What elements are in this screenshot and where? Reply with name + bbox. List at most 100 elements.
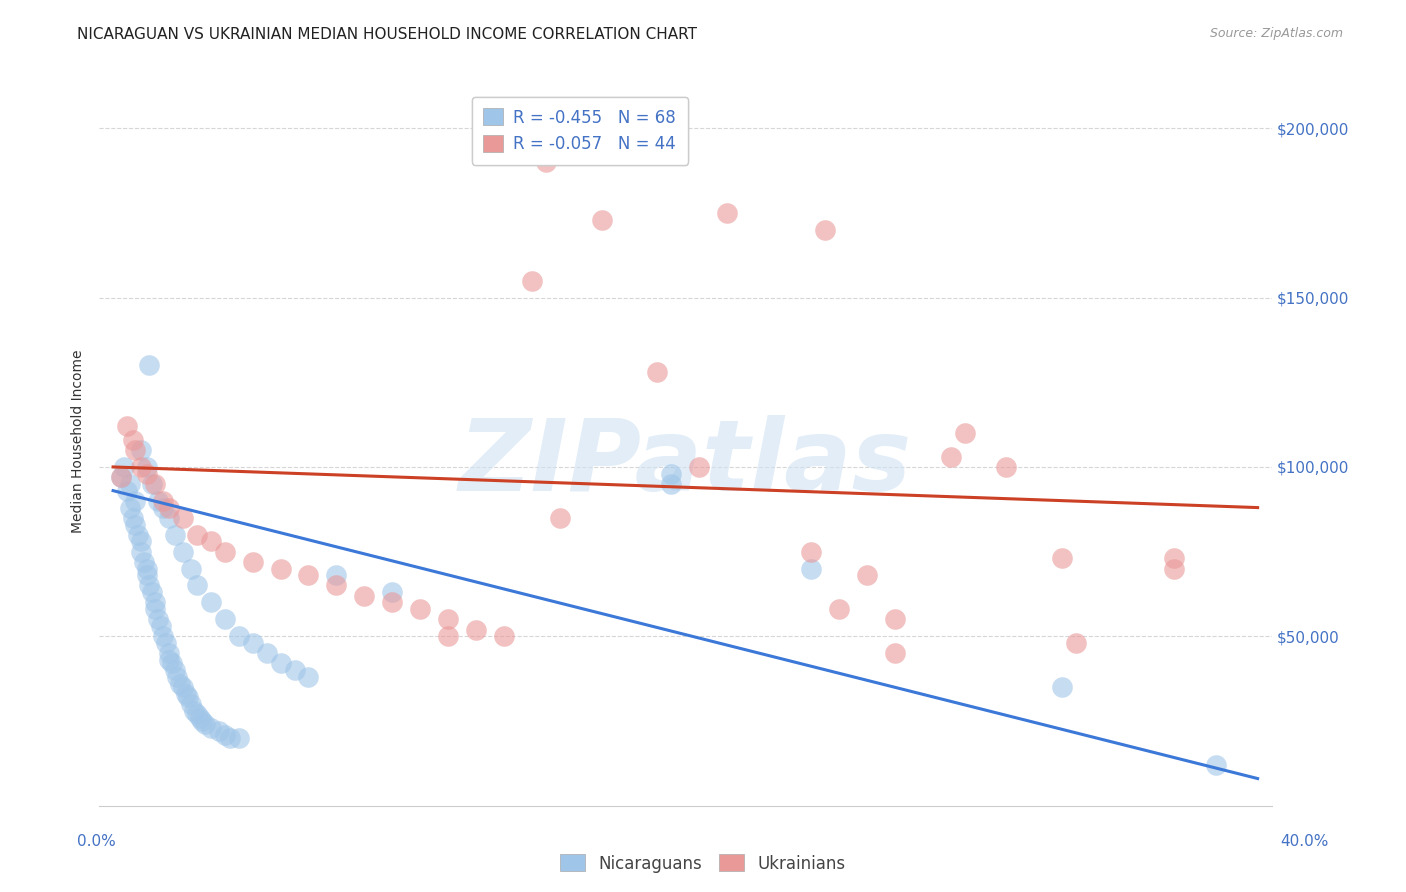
Point	[800, 561, 823, 575]
Point	[152, 500, 174, 515]
Point	[465, 623, 488, 637]
Point	[492, 629, 515, 643]
Point	[256, 646, 278, 660]
Point	[534, 155, 557, 169]
Point	[177, 690, 200, 705]
Point	[688, 459, 710, 474]
Point	[135, 568, 157, 582]
Point	[242, 555, 264, 569]
Point	[186, 527, 208, 541]
Point	[118, 476, 141, 491]
Point	[141, 476, 163, 491]
Point	[157, 510, 180, 524]
Point	[1205, 758, 1227, 772]
Point	[297, 568, 319, 582]
Point	[188, 710, 211, 724]
Point	[214, 544, 236, 558]
Point	[219, 731, 242, 745]
Point	[115, 483, 138, 498]
Point	[828, 602, 851, 616]
Point	[180, 561, 202, 575]
Point	[200, 534, 222, 549]
Point	[166, 670, 188, 684]
Point	[169, 676, 191, 690]
Point	[180, 697, 202, 711]
Point	[138, 359, 160, 373]
Point	[191, 714, 214, 728]
Point	[135, 561, 157, 575]
Point	[381, 585, 404, 599]
Text: ZIPatlas: ZIPatlas	[458, 415, 912, 512]
Point	[214, 612, 236, 626]
Point	[124, 493, 146, 508]
Point	[661, 467, 683, 481]
Point	[172, 544, 194, 558]
Legend: Nicaraguans, Ukrainians: Nicaraguans, Ukrainians	[554, 847, 852, 880]
Point	[118, 500, 141, 515]
Point	[135, 459, 157, 474]
Point	[110, 470, 132, 484]
Point	[883, 612, 905, 626]
Point	[186, 578, 208, 592]
Point	[163, 527, 186, 541]
Point	[149, 619, 172, 633]
Point	[214, 727, 236, 741]
Point	[716, 206, 738, 220]
Legend: R = -0.455   N = 68, R = -0.057   N = 44: R = -0.455 N = 68, R = -0.057 N = 44	[472, 96, 688, 165]
Point	[353, 589, 375, 603]
Point	[647, 365, 669, 379]
Point	[242, 636, 264, 650]
Point	[132, 555, 155, 569]
Point	[800, 544, 823, 558]
Point	[124, 442, 146, 457]
Point	[228, 629, 250, 643]
Point	[814, 223, 837, 237]
Point	[143, 595, 166, 609]
Point	[953, 426, 976, 441]
Point	[110, 470, 132, 484]
Y-axis label: Median Household Income: Median Household Income	[72, 350, 86, 533]
Point	[129, 534, 152, 549]
Point	[157, 500, 180, 515]
Point	[548, 510, 571, 524]
Point	[183, 704, 205, 718]
Text: 0.0%: 0.0%	[77, 834, 117, 849]
Point	[1064, 636, 1087, 650]
Point	[661, 476, 683, 491]
Point	[591, 212, 613, 227]
Point	[121, 433, 143, 447]
Point	[121, 510, 143, 524]
Point	[186, 707, 208, 722]
Point	[325, 568, 347, 582]
Point	[437, 612, 460, 626]
Point	[208, 724, 231, 739]
Point	[325, 578, 347, 592]
Point	[124, 517, 146, 532]
Point	[152, 493, 174, 508]
Point	[172, 680, 194, 694]
Point	[129, 544, 152, 558]
Point	[163, 663, 186, 677]
Point	[1050, 680, 1073, 694]
Point	[115, 419, 138, 434]
Point	[174, 687, 197, 701]
Text: 40.0%: 40.0%	[1281, 834, 1329, 849]
Point	[270, 561, 292, 575]
Text: NICARAGUAN VS UKRAINIAN MEDIAN HOUSEHOLD INCOME CORRELATION CHART: NICARAGUAN VS UKRAINIAN MEDIAN HOUSEHOLD…	[77, 27, 697, 42]
Point	[200, 721, 222, 735]
Point	[157, 646, 180, 660]
Point	[995, 459, 1018, 474]
Point	[143, 602, 166, 616]
Point	[160, 657, 183, 671]
Text: Source: ZipAtlas.com: Source: ZipAtlas.com	[1209, 27, 1343, 40]
Point	[194, 717, 217, 731]
Point	[129, 442, 152, 457]
Point	[297, 670, 319, 684]
Point	[157, 653, 180, 667]
Point	[135, 467, 157, 481]
Point	[939, 450, 962, 464]
Point	[129, 459, 152, 474]
Point	[437, 629, 460, 643]
Point	[146, 493, 169, 508]
Point	[200, 595, 222, 609]
